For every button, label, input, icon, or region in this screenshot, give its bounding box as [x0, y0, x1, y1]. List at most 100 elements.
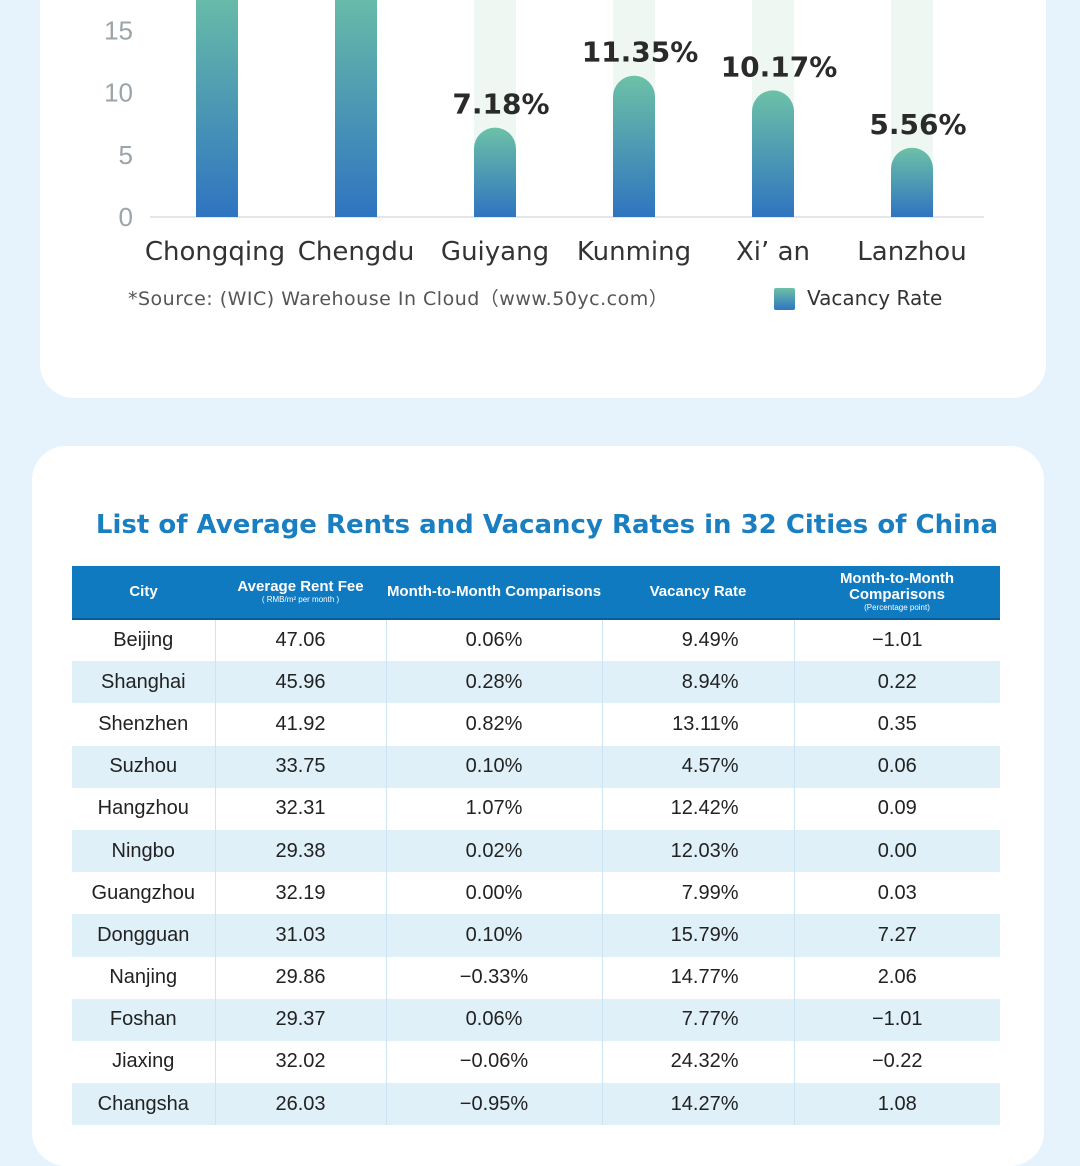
- cell-average-rent: 31.03: [214, 914, 386, 957]
- x-category-label: Lanzhou: [857, 237, 966, 267]
- cell-vacancy-rate: 15.79%: [601, 914, 794, 957]
- data-label: 11.35%: [582, 36, 699, 69]
- x-category-label: Guiyang: [441, 237, 549, 267]
- legend-label: Vacancy Rate: [807, 286, 942, 310]
- data-label: 7.18%: [452, 88, 549, 121]
- cell-vacancy-mom: −0.22: [793, 1040, 1000, 1084]
- cell-average-rent: 32.31: [214, 787, 386, 830]
- table-row: Nanjing 29.86 −0.33% 14.77% 2.06: [72, 956, 1000, 999]
- source-note: *Source: (WIC) Warehouse In Cloud（www.50…: [128, 288, 668, 310]
- cell-vacancy-mom: 0.00: [793, 829, 1000, 873]
- cell-rent-mom: −0.95%: [385, 1083, 602, 1126]
- cell-city: Shenzhen: [72, 703, 215, 746]
- cell-rent-mom: 1.07%: [385, 787, 602, 830]
- cell-vacancy-rate: 9.49%: [601, 619, 794, 662]
- header-rent-mom: Month-to-Month Comparisons: [386, 566, 602, 620]
- y-tick-label: 0: [119, 202, 133, 232]
- cell-city: Foshan: [72, 998, 215, 1041]
- cell-city: Nanjing: [72, 956, 215, 999]
- cell-city: Jiaxing: [72, 1040, 215, 1084]
- cell-rent-mom: 0.06%: [385, 998, 602, 1041]
- bar-lanzhou: [891, 147, 933, 217]
- cell-vacancy-mom: 1.08: [793, 1083, 1000, 1126]
- cell-rent-mom: 0.82%: [385, 703, 602, 746]
- table-row: Jiaxing 32.02 −0.06% 24.32% −0.22: [72, 1040, 1000, 1084]
- cell-rent-mom: 0.28%: [385, 661, 602, 704]
- cell-city: Suzhou: [72, 745, 215, 788]
- x-category-label: Xi’ an: [736, 237, 810, 267]
- header-average-rent: Average Rent Fee( RMB/m² per month ): [215, 566, 386, 620]
- x-category-label: Chongqing: [145, 237, 285, 267]
- cell-city: Beijing: [72, 619, 215, 662]
- bar-kunming: [613, 75, 655, 217]
- header-vacancy-rate: Vacancy Rate: [602, 566, 794, 620]
- cell-vacancy-rate: 7.77%: [601, 998, 794, 1041]
- cell-average-rent: 29.86: [214, 956, 386, 999]
- cell-vacancy-rate: 7.99%: [601, 872, 794, 915]
- cell-vacancy-mom: 0.22: [793, 661, 1000, 704]
- cell-average-rent: 32.02: [214, 1040, 386, 1084]
- x-category-label: Chengdu: [298, 237, 415, 267]
- cell-vacancy-mom: 7.27: [793, 914, 1000, 957]
- cell-average-rent: 29.37: [214, 998, 386, 1041]
- table-row: Beijing 47.06 0.06% 9.49% −1.01: [72, 619, 1000, 662]
- cell-vacancy-rate: 4.57%: [601, 745, 794, 788]
- table-row: Suzhou 33.75 0.10% 4.57% 0.06: [72, 745, 1000, 788]
- bar-xian: [752, 90, 794, 217]
- cell-average-rent: 32.19: [214, 872, 386, 915]
- table-row: Foshan 29.37 0.06% 7.77% −1.01: [72, 998, 1000, 1041]
- cell-vacancy-mom: 0.35: [793, 703, 1000, 746]
- cell-average-rent: 45.96: [214, 661, 386, 704]
- cell-rent-mom: 0.10%: [385, 914, 602, 957]
- cell-vacancy-mom: −1.01: [793, 619, 1000, 662]
- cell-vacancy-rate: 24.32%: [601, 1040, 794, 1084]
- table-header-row: City Average Rent Fee( RMB/m² per month …: [72, 566, 1000, 620]
- cell-rent-mom: −0.33%: [385, 956, 602, 999]
- table-row: Ningbo 29.38 0.02% 12.03% 0.00: [72, 829, 1000, 873]
- legend-swatch: [774, 288, 795, 310]
- bar-guiyang: [474, 127, 516, 217]
- cell-average-rent: 33.75: [214, 745, 386, 788]
- vacancy-rate-chart: 0 5 10 15 Chongqing Chengdu 7.18% Guiyang 11.35%…: [104, 0, 984, 310]
- cell-city: Ningbo: [72, 829, 215, 873]
- cell-average-rent: 26.03: [214, 1083, 386, 1126]
- data-label: 5.56%: [869, 108, 966, 141]
- cell-vacancy-rate: 12.42%: [601, 787, 794, 830]
- table-row: Guangzhou 32.19 0.00% 7.99% 0.03: [72, 872, 1000, 915]
- cell-rent-mom: 0.02%: [385, 829, 602, 873]
- header-city: City: [72, 566, 215, 620]
- bar-chengdu: [335, 0, 377, 217]
- cell-rent-mom: −0.06%: [385, 1040, 602, 1084]
- rent-table: City Average Rent Fee( RMB/m² per month …: [72, 566, 1000, 1126]
- table-title: List of Average Rents and Vacancy Rates …: [95, 510, 999, 540]
- cell-average-rent: 29.38: [214, 829, 386, 873]
- cell-vacancy-rate: 14.27%: [601, 1083, 794, 1126]
- cell-average-rent: 47.06: [214, 619, 386, 662]
- header-vacancy-mom: Month-to-Month Comparisons (Percentage po…: [794, 566, 1000, 620]
- cell-vacancy-rate: 13.11%: [601, 703, 794, 746]
- x-category-label: Kunming: [577, 237, 691, 267]
- table-row: Hangzhou 32.31 1.07% 12.42% 0.09: [72, 787, 1000, 830]
- cell-vacancy-mom: −1.01: [793, 998, 1000, 1041]
- y-tick-label: 5: [119, 140, 133, 170]
- table-row: Dongguan 31.03 0.10% 15.79% 7.27: [72, 914, 1000, 957]
- cell-vacancy-mom: 0.03: [793, 872, 1000, 915]
- table-row: Shenzhen 41.92 0.82% 13.11% 0.35: [72, 703, 1000, 746]
- cell-rent-mom: 0.06%: [385, 619, 602, 662]
- cell-rent-mom: 0.10%: [385, 745, 602, 788]
- bar-chongqing: [196, 0, 238, 217]
- y-tick-label: 15: [104, 15, 133, 45]
- cell-city: Guangzhou: [72, 872, 215, 915]
- cell-vacancy-mom: 0.09: [793, 787, 1000, 830]
- cell-city: Changsha: [72, 1083, 215, 1126]
- table-row: Changsha 26.03 −0.95% 14.27% 1.08: [72, 1083, 1000, 1126]
- cell-vacancy-rate: 12.03%: [601, 829, 794, 873]
- table-row: Shanghai 45.96 0.28% 8.94% 0.22: [72, 661, 1000, 704]
- cell-rent-mom: 0.00%: [385, 872, 602, 915]
- cell-vacancy-mom: 0.06: [793, 745, 1000, 788]
- cell-average-rent: 41.92: [214, 703, 386, 746]
- cell-city: Shanghai: [72, 661, 215, 704]
- y-tick-label: 10: [104, 78, 133, 108]
- cell-vacancy-mom: 2.06: [793, 956, 1000, 999]
- cell-city: Dongguan: [72, 914, 215, 957]
